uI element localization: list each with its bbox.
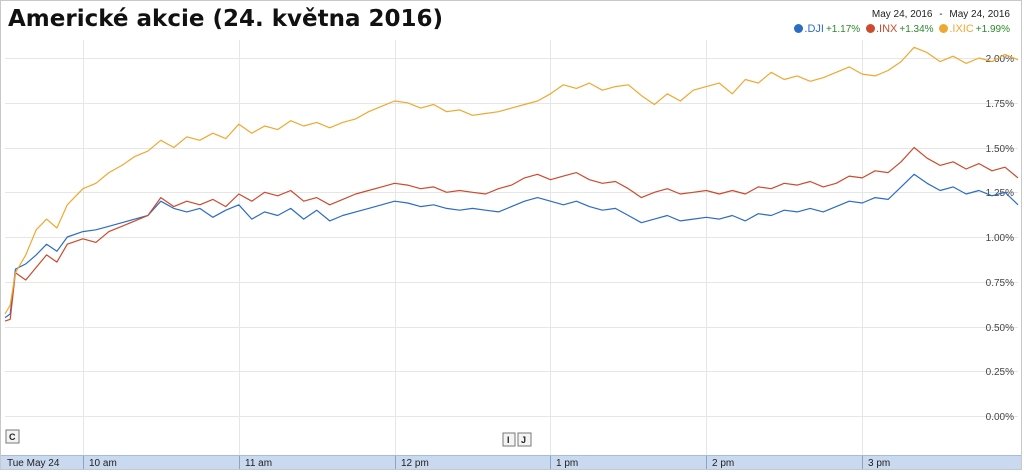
y-tick-label: 1.50% (986, 144, 1014, 155)
marker-j-label: J (521, 435, 526, 445)
chart-title: Americké akcie (24. května 2016) (8, 6, 444, 32)
y-tick-label: 1.00% (986, 233, 1014, 244)
x-tick-label: Tue May 24 (7, 458, 60, 469)
y-axis-ticks: 0.00%0.25%0.50%0.75%1.00%1.25%1.50%1.75%… (986, 54, 1014, 423)
x-tick-label: 10 am (89, 458, 117, 469)
x-tick-label: 12 pm (401, 458, 429, 469)
date-range-end: May 24, 2016 (949, 9, 1010, 20)
y-tick-label: 1.75% (986, 99, 1014, 110)
x-tick-label: 2 pm (712, 458, 734, 469)
legend-item-dji[interactable]: .DJI +1.17% (794, 23, 860, 35)
legend-item-ixic[interactable]: .IXIC +1.99% (939, 23, 1010, 35)
series-line-ixic (4, 46, 1019, 315)
x-tick-label: 11 am (245, 458, 272, 469)
x-axis: Tue May 24 10 am 11 am 12 pm 1 pm 2 pm 3 pm (1, 455, 1021, 469)
series-lines (4, 46, 1019, 322)
legend-name-inx: .INX (875, 23, 898, 35)
series-line-inx (4, 146, 1019, 322)
legend-dot-dji-icon (794, 24, 804, 33)
legend-dot-ixic-icon (939, 24, 949, 33)
marker-c[interactable]: C (5, 429, 20, 444)
y-tick-label: 0.00% (986, 412, 1014, 423)
series-line-dji (4, 173, 1019, 319)
x-tick-label: 3 pm (868, 458, 890, 469)
marker-i-label: I (507, 435, 510, 445)
marker-c-label: C (9, 432, 16, 442)
legend-dot-inx-icon (865, 24, 875, 33)
y-tick-label: 2.00% (986, 54, 1014, 65)
marker-j[interactable]: J (517, 432, 532, 447)
date-range-start: May 24, 2016 (871, 9, 933, 20)
legend: .DJI +1.17% .INX +1.34% .IXIC +1.99% (791, 23, 1010, 35)
y-tick-label: 0.50% (986, 323, 1014, 334)
y-tick-label: 0.75% (986, 278, 1014, 289)
x-tick-label: 1 pm (556, 458, 578, 469)
date-range: May 24, 2016 - May 24, 2016 (872, 9, 1010, 20)
marker-i[interactable]: I (502, 432, 516, 447)
legend-change-ixic: +1.99% (975, 24, 1010, 35)
grid-lines (5, 40, 1018, 456)
legend-change-inx: +1.34% (899, 24, 934, 35)
legend-item-inx[interactable]: .INX +1.34% (865, 23, 934, 35)
legend-change-dji: +1.17% (825, 24, 861, 35)
date-range-separator: - (939, 9, 943, 20)
y-tick-label: 0.25% (986, 367, 1014, 378)
legend-name-dji: .DJI (804, 23, 824, 35)
x-axis-band (1, 456, 1021, 469)
legend-name-ixic: .IXIC (949, 23, 974, 35)
